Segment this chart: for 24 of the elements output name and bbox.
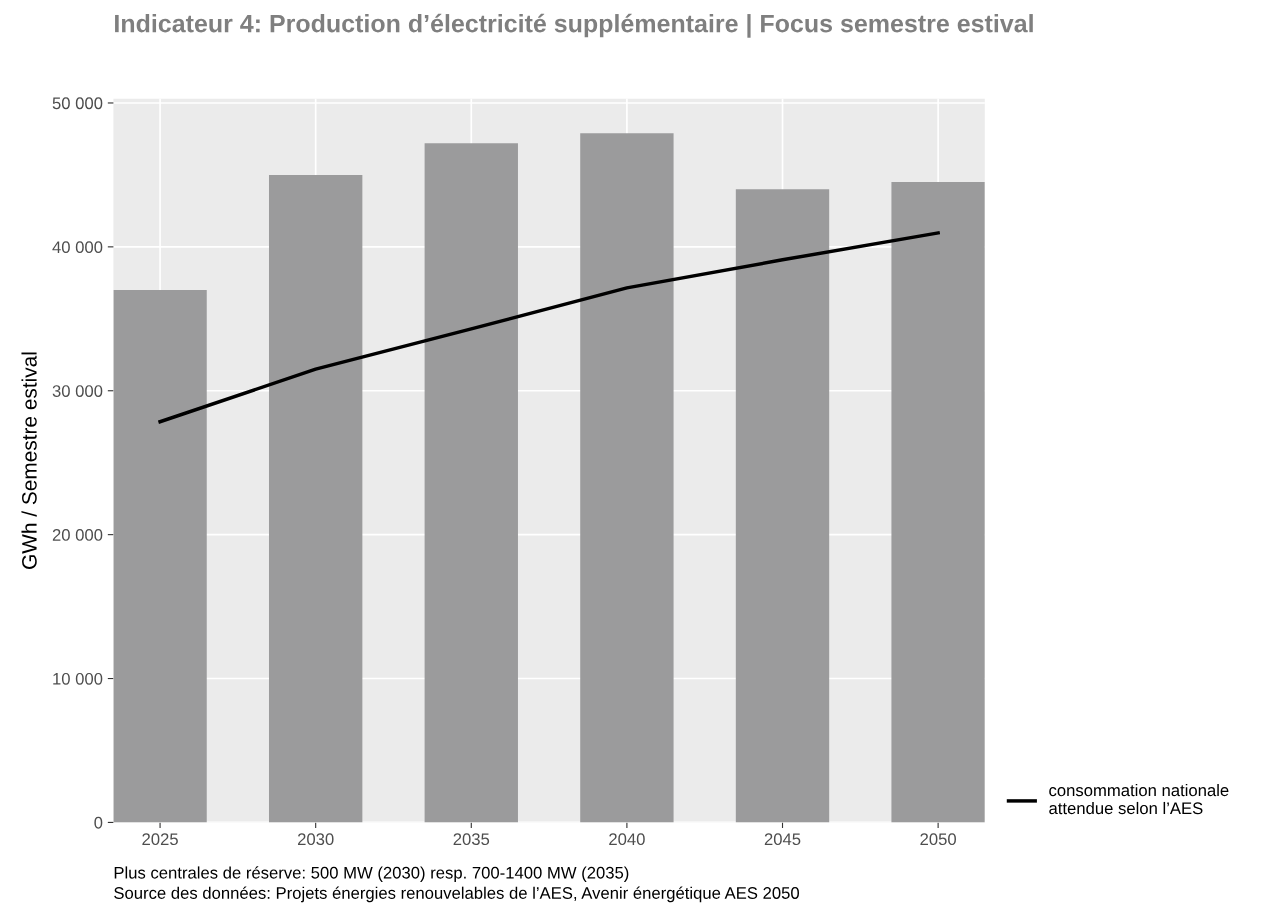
chart-title: Indicateur 4: Production d’électricité supplémentaire | Focus semestre estival: [115, 13, 1033, 38]
y-tick-label: 20 000: [52, 529, 103, 541]
y-tick-label: 30 000: [52, 385, 103, 397]
bar: [891, 182, 985, 823]
x-tick-label: 2030: [297, 833, 334, 846]
y-tick-label: 0: [94, 816, 103, 829]
x-tick-label: 2050: [920, 833, 957, 846]
y-tick-label: 10 000: [53, 672, 103, 685]
y-axis-title: GWh / Semestre estival: [21, 352, 37, 569]
text: Plus centrales de réserve: 500 MW (2030) resp. 700-1400 MW (2035): [114, 866, 629, 882]
bar: [735, 189, 830, 823]
y-tick-label: 50 000: [52, 97, 103, 110]
y-tick-label: 40 000: [52, 241, 103, 254]
source-note: Source des données: Projets énergies renouvelables de l’AES, Avenir énergétique AES 2050: [114, 886, 800, 903]
x-tick-label: 2045: [764, 833, 801, 846]
x-tick-label: 2035: [453, 833, 490, 846]
line-series: [158, 231, 940, 424]
bar: [269, 174, 363, 823]
bar: [113, 290, 207, 823]
bar: [580, 133, 674, 823]
legend-label: consommation nationale attendue selon l’AES: [1049, 783, 1229, 815]
bar: [424, 143, 518, 823]
x-tick-label: 2040: [609, 833, 645, 846]
x-tick-label: 2025: [142, 833, 178, 846]
